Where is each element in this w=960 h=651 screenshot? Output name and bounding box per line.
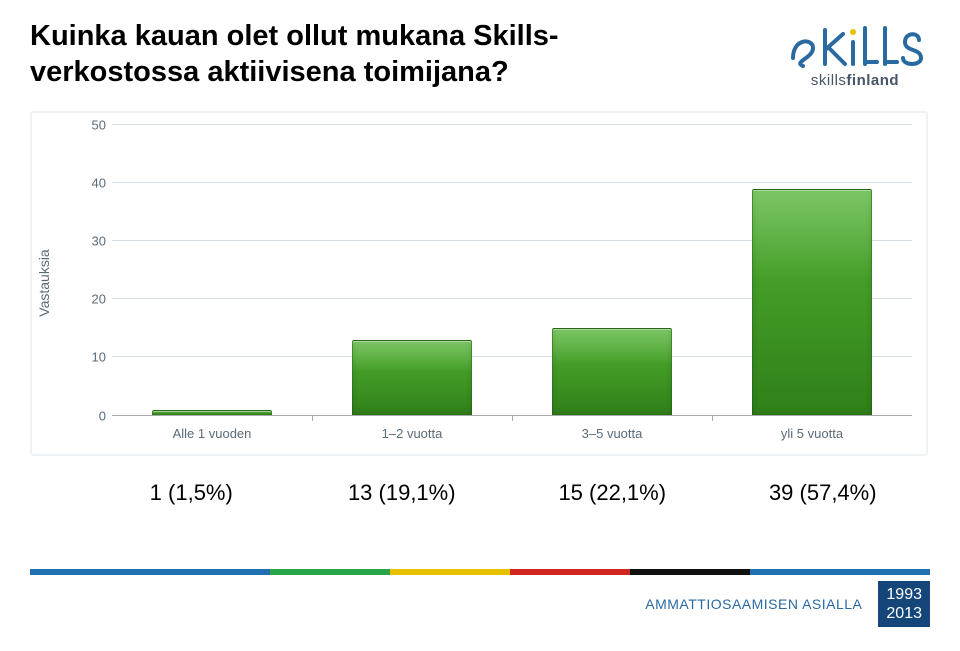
y-tick-label: 10 [82,350,106,365]
bar [752,189,872,416]
x-tick-mark [312,416,313,421]
footer-color-segment [30,569,270,575]
footer-color-segment [510,569,630,575]
bar [352,340,472,416]
bar-chart: Vastauksia 0 10 20 30 40 50 Alle 1 vuoden 1–2 v… [30,111,928,456]
footer: AMMATTIOSAAMISEN ASIALLA 1993 2013 [30,569,930,627]
value-label: 1 (1,5%) [86,480,297,506]
footer-color-segment [270,569,390,575]
value-labels-row: 1 (1,5%)13 (19,1%)15 (22,1%)39 (57,4%) [30,480,928,506]
y-tick-label: 30 [82,233,106,248]
footer-text: AMMATTIOSAAMISEN ASIALLA [645,596,862,612]
footer-color-segment [630,569,750,575]
footer-color-segment [390,569,510,575]
value-label: 39 (57,4%) [718,480,929,506]
footer-color-bar [30,569,930,575]
skills-logo-icon [785,18,925,74]
year-end: 2013 [886,604,922,623]
y-tick-label: 20 [82,292,106,307]
gridline [112,182,912,183]
x-tick-label: 3–5 vuotta [582,426,643,441]
y-tick-label: 50 [82,117,106,132]
value-label: 13 (19,1%) [297,480,508,506]
y-tick-label: 40 [82,175,106,190]
bar [552,328,672,415]
logo-sub-suffix: finland [846,72,899,89]
y-tick-label: 0 [82,408,106,423]
x-tick-label: yli 5 vuotta [781,426,843,441]
year-start: 1993 [886,585,922,604]
x-tick-mark [512,416,513,421]
x-tick-label: Alle 1 vuoden [173,426,252,441]
value-label: 15 (22,1%) [507,480,718,506]
footer-color-segment [750,569,930,575]
logo-subtext: skillsfinland [780,72,930,89]
x-tick-mark [712,416,713,421]
x-tick-label: 1–2 vuotta [382,426,443,441]
y-axis-label: Vastauksia [36,249,52,316]
year-box: 1993 2013 [878,581,930,627]
x-axis-line [112,415,912,416]
page-title: Kuinka kauan olet ollut mukana Skills-ve… [30,18,710,91]
gridline [112,124,912,125]
logo: skillsfinland [780,18,930,89]
logo-sub-prefix: skills [811,72,847,89]
